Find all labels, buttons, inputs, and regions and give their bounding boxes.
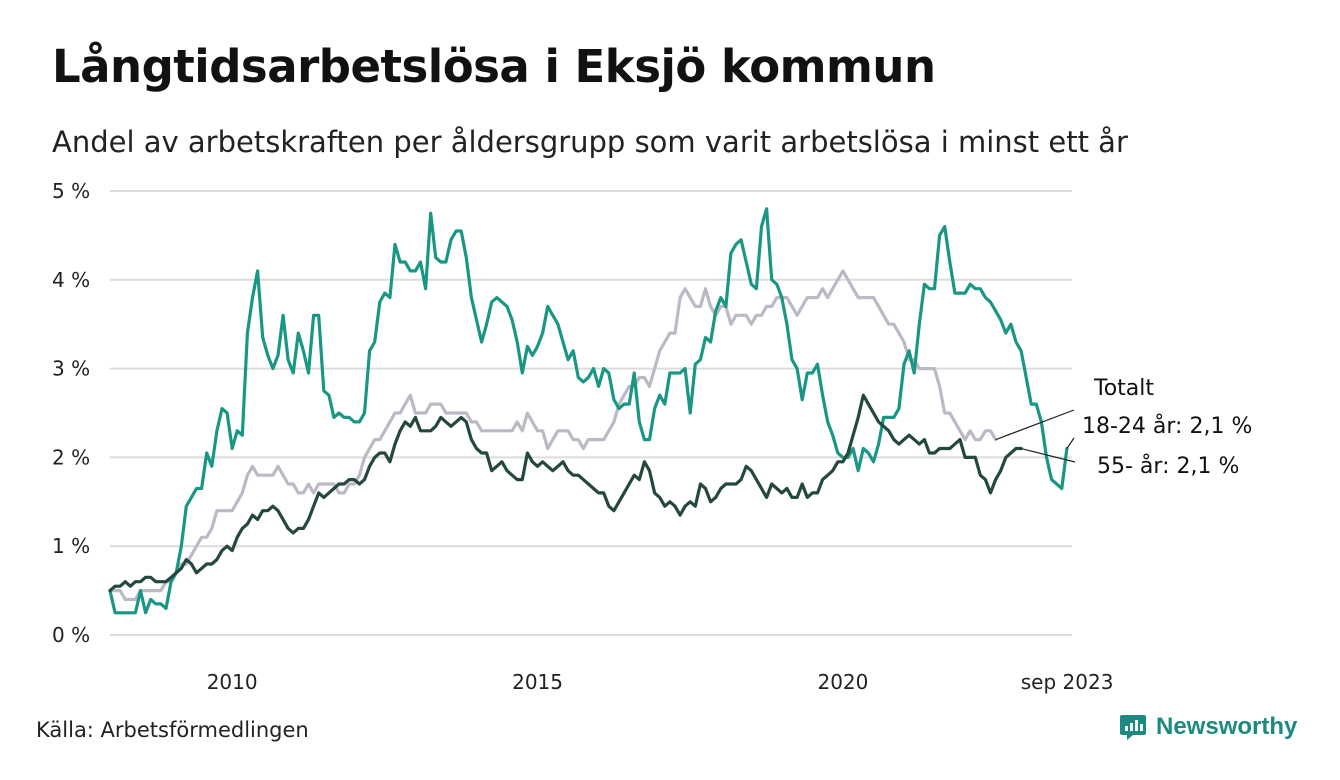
y-tick-label: 4 %: [52, 268, 90, 292]
y-tick-label: 1 %: [52, 534, 90, 558]
y-tick-label: 2 %: [52, 445, 90, 469]
y-tick-label: 3 %: [52, 357, 90, 381]
series-end-label: 18-24 år: 2,1 %: [1082, 413, 1252, 439]
chart-subtitle: Andel av arbetskraften per åldersgrupp s…: [52, 125, 1128, 159]
series-end-label: Totalt: [1093, 376, 1154, 401]
series-line-55-r: [108, 393, 1023, 593]
x-tick-label: sep 2023: [1021, 670, 1114, 694]
series-end-label: 55- år: 2,1 %: [1097, 453, 1239, 479]
label-leader-line: [1020, 447, 1076, 463]
source-note: Källa: Arbetsförmedlingen: [36, 718, 309, 742]
brand-logo[interactable]: Newsworthy: [1118, 712, 1297, 742]
x-tick-label: 2015: [512, 670, 563, 694]
y-tick-label: 0 %: [52, 623, 90, 647]
x-tick-label: 2010: [207, 670, 258, 694]
newsworthy-icon: [1120, 715, 1146, 740]
label-leader-line: [995, 409, 1075, 441]
chart-title: Långtidsarbetslösa i Eksjö kommun: [52, 40, 936, 93]
label-leader-line: [1066, 437, 1075, 449]
y-tick-label: 5 %: [52, 179, 90, 203]
brand-name: Newsworthy: [1156, 713, 1298, 740]
series-line-18-24-r: [108, 207, 1069, 615]
series-line-totalt: [108, 269, 998, 602]
x-tick-label: 2020: [817, 670, 868, 694]
